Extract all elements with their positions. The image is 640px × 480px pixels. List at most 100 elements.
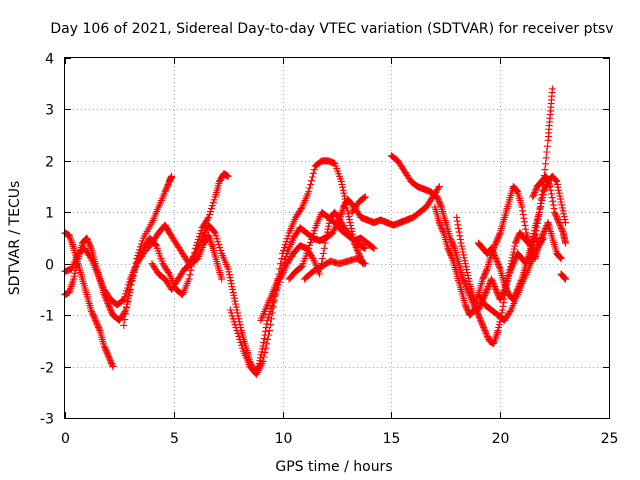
x-tick-label: 20: [492, 431, 510, 447]
y-tick-label: 2: [45, 155, 54, 171]
data-point-marker: [471, 299, 479, 307]
data-point-marker: [236, 335, 244, 343]
data-point-marker: [489, 249, 497, 257]
data-point-marker: [230, 318, 238, 326]
data-point-marker: [210, 196, 218, 204]
data-point-marker: [264, 335, 272, 343]
data-point-marker: [540, 188, 548, 196]
data-point-marker: [308, 253, 316, 261]
data-point-marker: [447, 250, 454, 258]
data-point-marker: [464, 272, 472, 279]
data-point-marker: [124, 298, 131, 306]
data-point-marker: [318, 255, 326, 263]
data-point-marker: [319, 249, 327, 257]
data-point-marker: [460, 254, 468, 262]
data-point-marker: [437, 222, 444, 229]
data-point-marker: [106, 304, 114, 312]
data-point-marker: [353, 245, 361, 253]
data-point-marker: [91, 315, 99, 323]
data-point-marker: [511, 257, 518, 265]
data-point-marker: [123, 304, 130, 312]
data-point-marker: [230, 291, 238, 299]
data-point-marker: [445, 247, 453, 255]
data-point-marker: [509, 261, 517, 269]
series-track-5: [148, 231, 226, 293]
data-point-marker: [513, 236, 521, 244]
data-point-marker: [456, 236, 464, 243]
data-point-marker: [518, 203, 526, 211]
data-point-marker: [448, 253, 456, 261]
data-point-marker: [215, 241, 223, 249]
data-point-marker: [520, 218, 528, 226]
data-point-marker: [560, 213, 568, 221]
data-point-marker: [282, 238, 290, 246]
data-point-marker: [108, 308, 116, 316]
data-point-marker: [216, 244, 224, 252]
y-tick-label: 0: [45, 258, 54, 274]
data-point-marker: [72, 266, 80, 274]
series-track-7: [257, 183, 443, 324]
data-point-marker: [277, 267, 285, 275]
data-point-marker: [454, 221, 462, 229]
data-point-marker: [503, 286, 511, 294]
data-point-marker: [545, 180, 553, 188]
data-point-marker: [105, 301, 112, 309]
data-point-marker: [89, 310, 97, 318]
data-point-marker: [341, 192, 348, 200]
data-point-marker: [212, 232, 220, 240]
data-point-marker: [310, 227, 318, 235]
data-point-marker: [437, 223, 445, 231]
data-point-marker: [546, 181, 554, 189]
data-point-marker: [554, 183, 562, 191]
data-point-marker: [225, 271, 233, 279]
data-point-marker: [558, 201, 566, 209]
data-point-marker: [457, 239, 465, 247]
data-point-marker: [539, 191, 547, 199]
data-point-marker: [492, 239, 500, 247]
data-point-marker: [433, 193, 441, 201]
data-point-marker: [493, 238, 500, 246]
series-track-17: [474, 234, 548, 324]
data-point-marker: [548, 194, 556, 202]
data-point-marker: [122, 310, 130, 318]
data-point-marker: [456, 232, 464, 240]
data-point-marker: [506, 308, 514, 315]
data-point-marker: [207, 205, 215, 213]
data-point-marker: [306, 241, 314, 249]
data-point-marker: [502, 283, 510, 291]
data-point-marker: [493, 288, 501, 296]
data-point-marker: [267, 321, 274, 329]
series-track-11: [387, 152, 541, 347]
data-point-marker: [305, 188, 313, 196]
x-tick-label: 5: [170, 431, 179, 447]
data-point-marker: [208, 202, 216, 210]
data-point-marker: [537, 202, 545, 210]
data-point-marker: [494, 233, 502, 241]
data-point-marker: [556, 220, 564, 228]
data-point-marker: [95, 324, 103, 332]
data-point-marker: [481, 290, 489, 298]
data-point-marker: [237, 338, 245, 346]
data-point-marker: [474, 306, 482, 314]
data-point-marker: [555, 219, 563, 227]
data-point-marker: [530, 190, 538, 198]
data-point-marker: [491, 241, 499, 249]
data-point-marker: [530, 191, 537, 199]
data-point-marker: [495, 232, 503, 240]
data-point-marker: [532, 186, 540, 193]
data-point-marker: [470, 307, 477, 315]
x-tick-labels: 0 5 10 15 20 25: [61, 431, 618, 447]
data-point-marker: [498, 291, 506, 299]
data-point-marker: [361, 244, 369, 252]
data-point-marker: [557, 255, 565, 263]
data-point-marker: [463, 266, 471, 274]
data-point-marker: [510, 245, 518, 253]
data-point-marker: [257, 354, 264, 362]
data-point-marker: [491, 252, 499, 260]
data-point-marker: [227, 280, 235, 288]
data-point-marker: [337, 177, 345, 185]
data-point-marker: [308, 233, 316, 240]
data-point-marker: [489, 280, 497, 288]
data-point-marker: [560, 274, 568, 282]
data-point-marker: [543, 148, 551, 156]
